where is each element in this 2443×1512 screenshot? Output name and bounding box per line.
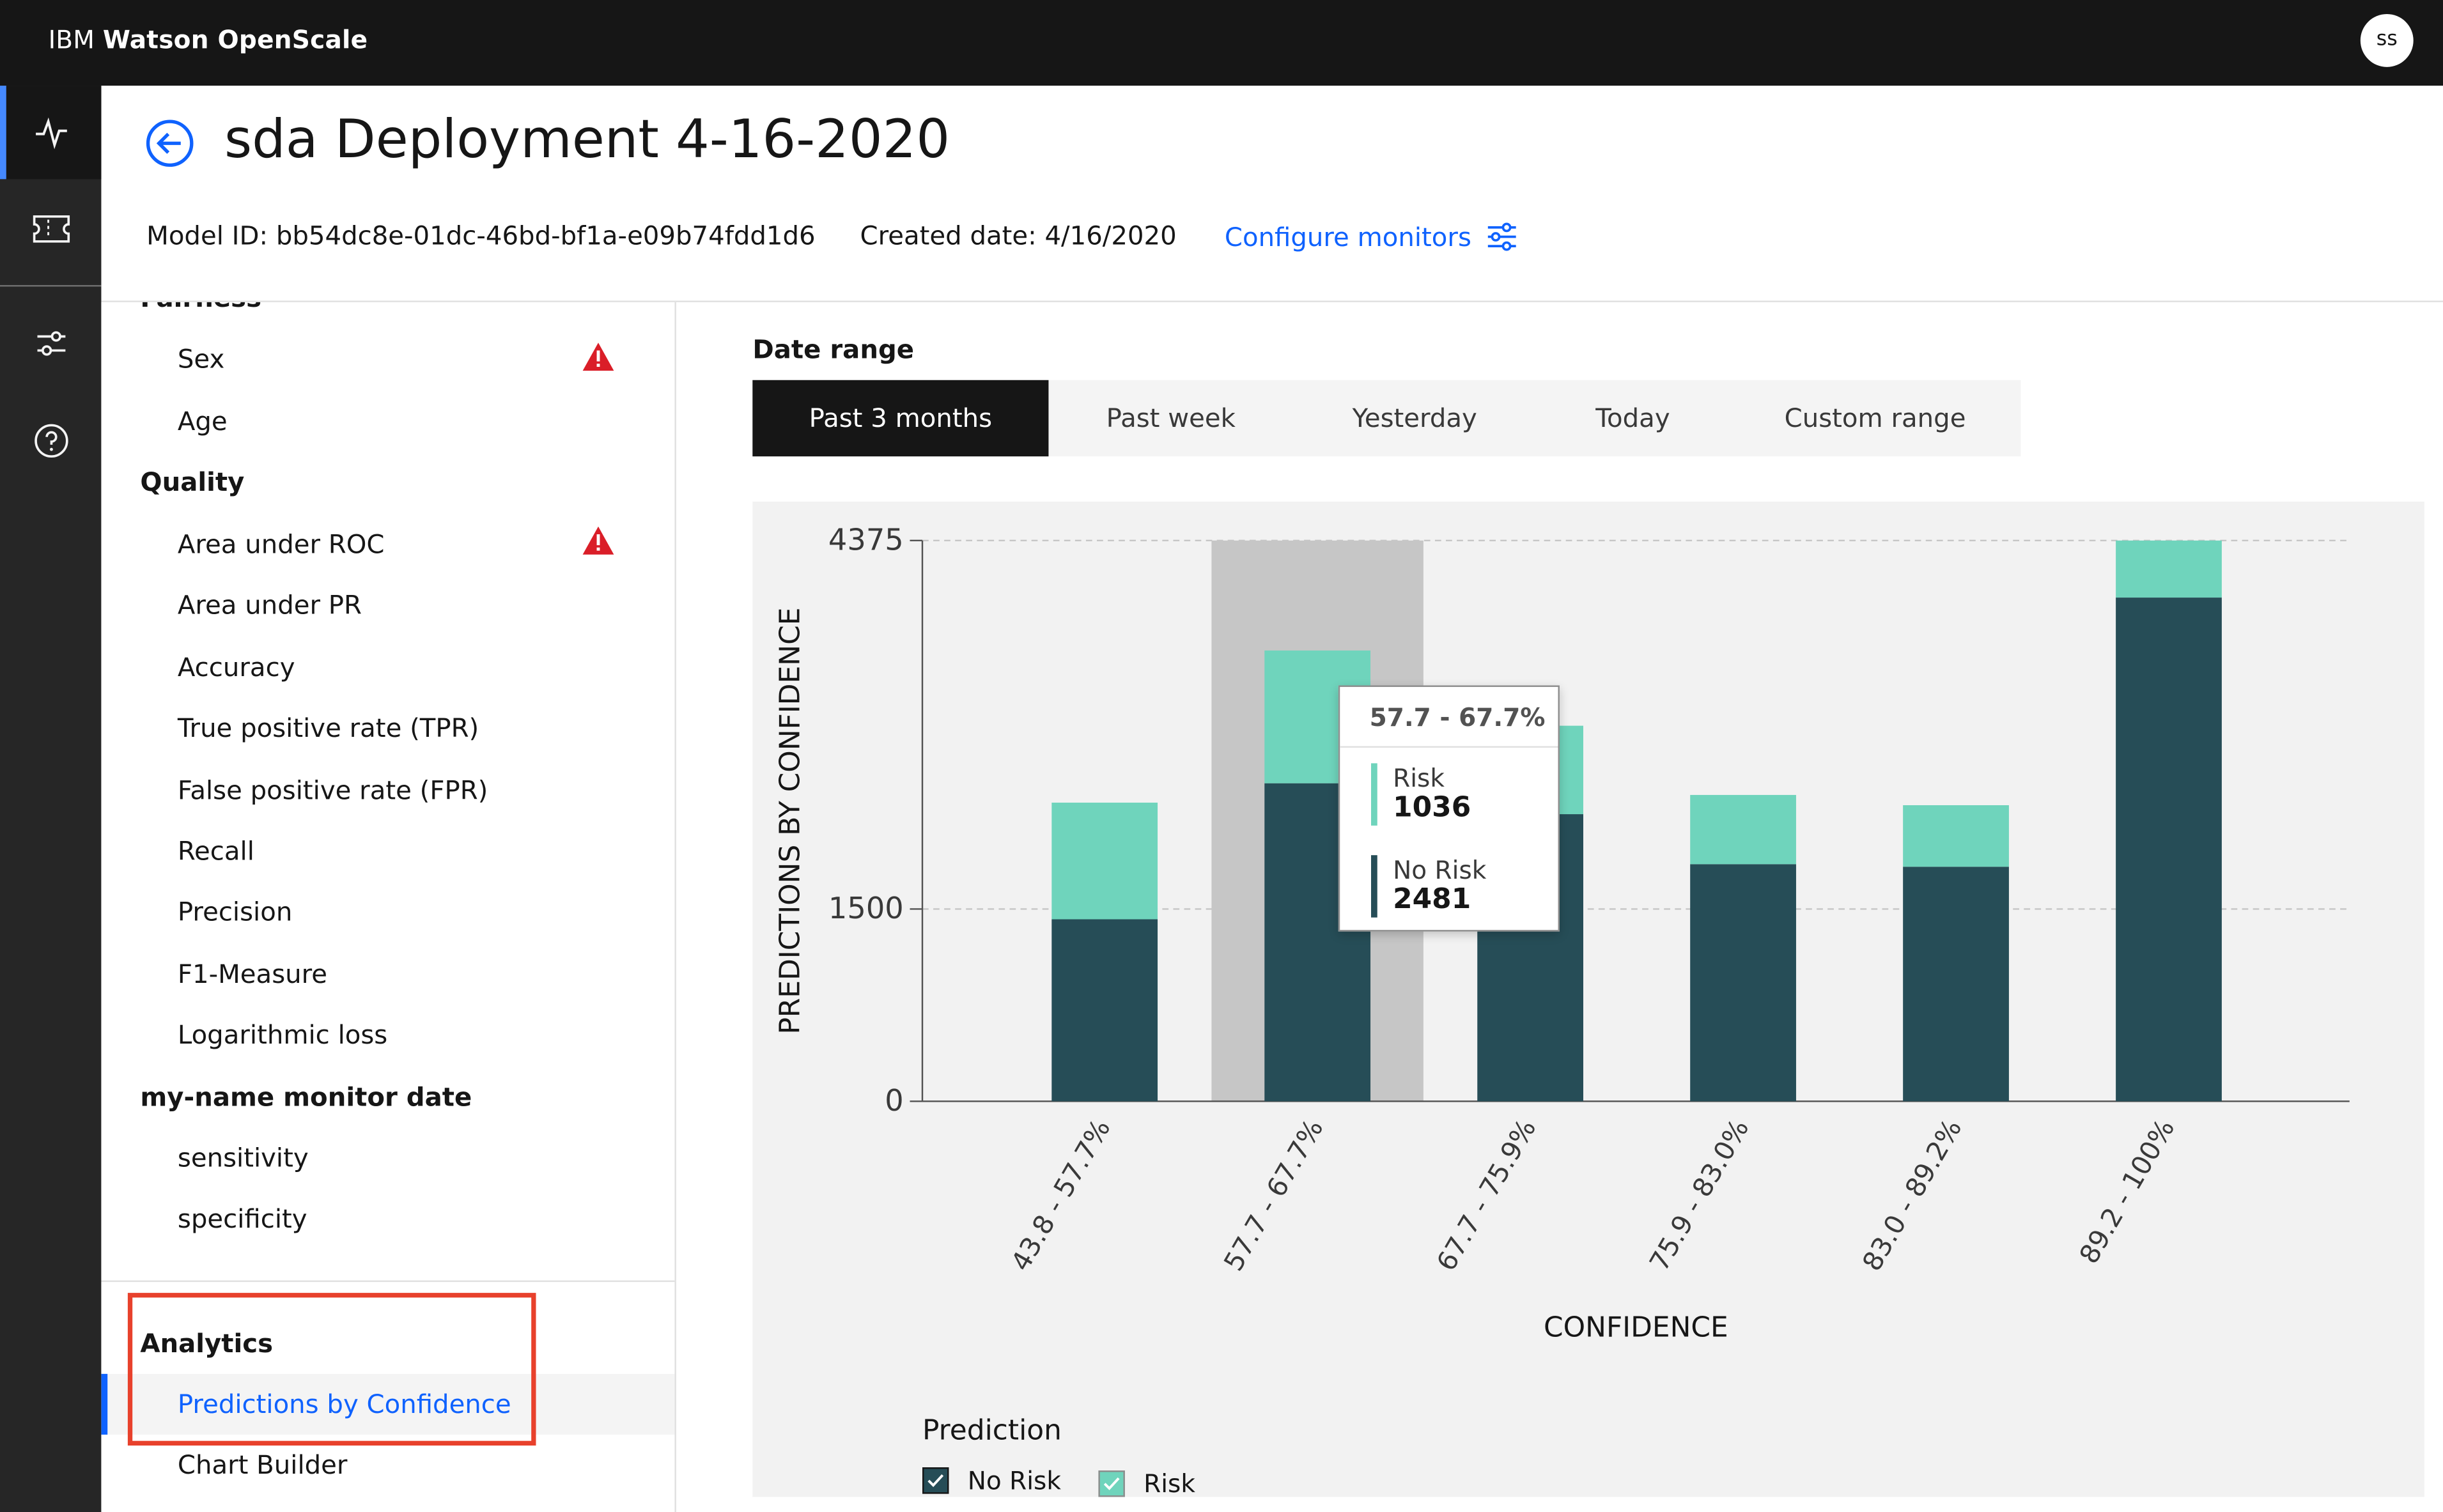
bar-risk xyxy=(2116,540,2222,598)
tooltip-risk-label: Risk xyxy=(1393,763,1445,793)
nav-item-area-under-roc[interactable]: Area under ROC xyxy=(177,529,385,560)
tooltip-no-risk-label: No Risk xyxy=(1393,855,1487,885)
y-axis-title: PREDICTIONS BY CONFIDENCE xyxy=(773,608,806,1035)
nav-category-analytics: Analytics xyxy=(140,1329,274,1359)
rail-item-tickets[interactable] xyxy=(0,182,101,275)
nav-item-age[interactable]: Age xyxy=(177,406,228,436)
header-divider xyxy=(101,300,2443,302)
checkbox-checked-icon[interactable] xyxy=(1098,1469,1125,1497)
nav-category-fairness: Fairness xyxy=(140,302,261,313)
tooltip-divider xyxy=(1340,746,1558,748)
x-tick-label: 67.7 - 75.9% xyxy=(1431,1114,1542,1276)
brand-name: Watson OpenScale xyxy=(102,25,368,55)
nav-divider xyxy=(101,1280,675,1283)
page-title: sda Deployment 4-16-2020 xyxy=(224,109,950,172)
x-axis-title: CONFIDENCE xyxy=(1544,1311,1728,1343)
activity-icon xyxy=(35,117,66,150)
nav-item-f1-measure[interactable]: F1-Measure xyxy=(177,959,328,989)
bar-no-risk xyxy=(2116,598,2222,1102)
tooltip-risk-value: 1036 xyxy=(1393,791,1471,824)
nav-item-specificity[interactable]: specificity xyxy=(177,1204,307,1234)
configure-monitors-link[interactable]: Configure monitors xyxy=(1225,221,1518,252)
x-tick-label: 57.7 - 67.7% xyxy=(1218,1114,1329,1276)
x-tick-label: 75.9 - 83.0% xyxy=(1643,1114,1755,1276)
nav-item-chart-builder[interactable]: Chart Builder xyxy=(177,1450,348,1480)
bar-no-risk xyxy=(1690,864,1796,1102)
back-button[interactable] xyxy=(145,118,195,168)
nav-item-fpr[interactable]: False positive rate (FPR) xyxy=(177,775,488,806)
legend-item-no-risk[interactable]: No Risk xyxy=(922,1464,1061,1495)
warning-icon xyxy=(582,343,614,371)
tab-today[interactable]: Today xyxy=(1595,403,1670,433)
nav-selected-indicator xyxy=(101,1373,108,1435)
app-brand[interactable]: IBM Watson OpenScale xyxy=(49,25,368,54)
user-avatar[interactable]: ss xyxy=(2360,13,2414,67)
tab-past-week[interactable]: Past week xyxy=(1106,403,1236,433)
legend-title: Prediction xyxy=(922,1414,1062,1447)
nav-item-recall[interactable]: Recall xyxy=(177,836,254,867)
tab-past-3-months[interactable]: Past 3 months xyxy=(752,380,1049,457)
help-icon xyxy=(34,424,68,458)
tab-custom-range[interactable]: Custom range xyxy=(1784,403,1966,433)
legend-label-risk: Risk xyxy=(1144,1468,1195,1498)
tooltip-no-risk-value: 2481 xyxy=(1393,883,1471,916)
nav-item-precision[interactable]: Precision xyxy=(177,897,293,927)
model-id: Model ID: bb54dc8e-01dc-46bd-bf1a-e09b74… xyxy=(146,221,816,251)
arrow-left-circle-icon xyxy=(146,120,194,167)
predictions-by-confidence-chart: 0 1500 4375 43.8 - 57.7% 57.7 - 67.7% 67.7 - … xyxy=(773,522,2350,1343)
nav-category-custom-monitor: my-name monitor date xyxy=(140,1083,472,1113)
tab-yesterday[interactable]: Yesterday xyxy=(1352,403,1477,433)
nav-item-area-under-pr[interactable]: Area under PR xyxy=(177,590,362,621)
brand-prefix: IBM xyxy=(48,25,95,55)
configure-monitors-label: Configure monitors xyxy=(1224,222,1471,252)
x-tick-label: 89.2 - 100% xyxy=(2074,1114,2181,1269)
date-range-label: Date range xyxy=(752,335,915,365)
bar-risk xyxy=(1051,802,1158,920)
rail-separator xyxy=(0,285,102,287)
bar-risk xyxy=(1690,794,1796,865)
settings-adjust-icon xyxy=(1488,222,1517,251)
warning-icon xyxy=(582,526,614,555)
rail-item-help[interactable] xyxy=(0,394,101,488)
created-date: Created date: 4/16/2020 xyxy=(860,221,1177,251)
y-tick-label: 1500 xyxy=(828,891,904,925)
bar-no-risk xyxy=(1903,867,2009,1102)
date-range-tabs: Past 3 months Past week Yesterday Today … xyxy=(752,380,2021,457)
y-tick-label: 0 xyxy=(885,1083,903,1118)
tooltip-no-risk-swatch xyxy=(1371,855,1377,918)
x-tick-label: 83.0 - 89.2% xyxy=(1856,1114,1967,1276)
top-bar: IBM Watson OpenScale ss xyxy=(0,0,2443,86)
rail-item-configure[interactable] xyxy=(0,298,101,391)
legend-item-risk[interactable]: Risk xyxy=(1098,1467,1195,1499)
chart-tooltip: 57.7 - 67.7% Risk 1036 No Risk 2481 xyxy=(1338,685,1560,932)
nav-item-log-loss[interactable]: Logarithmic loss xyxy=(177,1020,388,1050)
rail-item-insights[interactable] xyxy=(0,86,102,180)
annotation-highlight-box xyxy=(127,1293,536,1446)
bar-no-risk xyxy=(1051,919,1158,1102)
nav-item-sex[interactable]: Sex xyxy=(177,344,225,374)
checkbox-checked-icon[interactable] xyxy=(922,1466,949,1493)
monitor-nav-panel: Fairness Sex Age Quality Area under ROC … xyxy=(101,302,676,1512)
nav-item-sensitivity[interactable]: sensitivity xyxy=(177,1143,309,1173)
nav-item-predictions-by-confidence[interactable]: Predictions by Confidence xyxy=(177,1389,511,1419)
y-tick-label: 4375 xyxy=(828,522,904,557)
legend-label-no-risk: No Risk xyxy=(967,1465,1061,1495)
nav-selected-row xyxy=(101,1373,675,1435)
x-tick-label: 43.8 - 57.7% xyxy=(1005,1114,1116,1276)
nav-item-accuracy[interactable]: Accuracy xyxy=(177,652,295,683)
ticket-icon xyxy=(32,215,69,243)
chart-panel: 0 1500 4375 43.8 - 57.7% 57.7 - 67.7% 67.7 - … xyxy=(752,501,2424,1497)
bar-risk xyxy=(1903,805,2009,867)
tooltip-title: 57.7 - 67.7% xyxy=(1369,702,1546,732)
nav-category-quality: Quality xyxy=(140,467,245,497)
settings-sliders-icon xyxy=(36,331,65,356)
left-rail xyxy=(0,86,102,1512)
tooltip-risk-swatch xyxy=(1371,763,1377,826)
nav-item-tpr[interactable]: True positive rate (TPR) xyxy=(177,713,479,743)
